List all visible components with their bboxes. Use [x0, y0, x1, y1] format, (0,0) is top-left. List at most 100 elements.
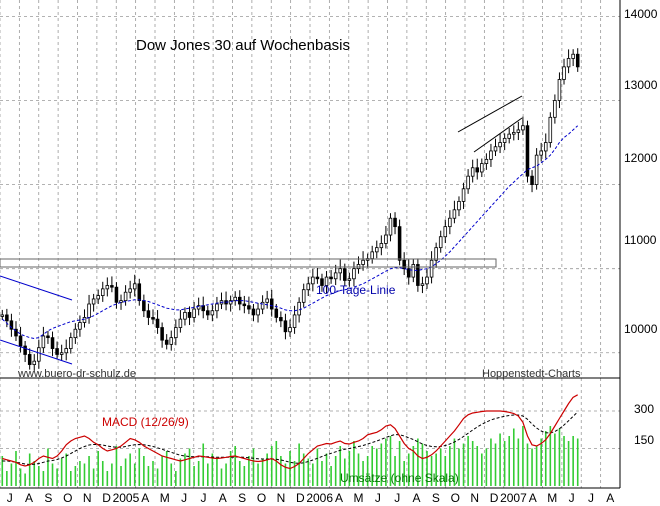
x-tick-label: A — [335, 491, 343, 505]
volume-bar — [124, 458, 127, 486]
candle-body — [448, 217, 452, 228]
price-candle — [73, 323, 78, 344]
candle-body — [352, 268, 356, 280]
candle-body — [110, 285, 114, 288]
price-candle — [215, 296, 219, 319]
volume-bar — [115, 446, 118, 486]
candle-body — [178, 318, 183, 328]
volume-bar — [563, 436, 565, 486]
x-tick-label: J — [569, 491, 575, 505]
candle-body — [324, 276, 329, 286]
price-candle — [251, 304, 256, 322]
price-candle — [489, 143, 493, 167]
candle-body — [288, 327, 292, 333]
candle-body — [338, 268, 343, 274]
volume-bar — [202, 443, 205, 486]
volume-bar — [257, 463, 259, 486]
x-tick-label: A — [413, 491, 421, 505]
candle-body — [260, 301, 265, 310]
candle-body — [333, 272, 338, 280]
candle-body — [315, 276, 320, 280]
volume-bar — [243, 466, 246, 486]
candle-body — [32, 360, 37, 365]
volume-bar — [293, 461, 296, 486]
price-candle — [402, 252, 406, 275]
x-tick-label: A — [219, 491, 227, 505]
volume-bar — [188, 448, 191, 486]
x-tick-label: J — [394, 491, 400, 505]
volume-bar — [170, 463, 173, 486]
x-tick-label: J — [375, 491, 381, 505]
candle-body — [425, 276, 429, 285]
candle-body — [292, 314, 297, 328]
price-candle — [260, 295, 265, 315]
volume-bar — [385, 438, 387, 486]
candle-body — [402, 259, 406, 270]
volume-bar — [544, 431, 547, 486]
volume-bar — [179, 458, 182, 486]
volume-bar — [42, 471, 45, 486]
volume-bar — [47, 448, 49, 486]
candle-body — [96, 295, 100, 300]
x-tick-label: J — [200, 491, 206, 505]
candle-body — [530, 175, 534, 185]
candle-body — [105, 285, 110, 290]
price-candle — [361, 251, 365, 271]
candle-body — [562, 66, 566, 80]
volume-bar — [97, 451, 99, 486]
candle-body — [393, 217, 397, 228]
volume-bar — [362, 461, 364, 486]
x-tick-label: S — [238, 491, 246, 505]
volume-bar — [229, 451, 232, 486]
price-candle — [269, 289, 274, 317]
price-candle — [87, 294, 91, 324]
source-left-label: www.buero-dr-schulz.de — [17, 368, 136, 380]
price-candle — [411, 259, 416, 283]
price-candle — [575, 48, 580, 72]
candle-body — [388, 217, 393, 236]
x-tick-label: J — [588, 491, 594, 505]
volume-bar — [485, 448, 488, 486]
price-candle — [375, 240, 379, 259]
candle-body — [512, 132, 516, 135]
volume-bar — [193, 466, 195, 486]
y-tick-label: 10000 — [624, 322, 658, 336]
volume-bar — [476, 446, 479, 486]
volume-bar — [143, 456, 145, 486]
price-candle — [219, 292, 224, 310]
candle-body — [347, 278, 352, 281]
candle-body — [484, 158, 489, 164]
price-candle — [183, 307, 187, 326]
price-candle — [283, 313, 288, 340]
price-candle — [420, 276, 425, 294]
price-candle — [50, 331, 55, 357]
price-candle — [306, 276, 311, 297]
x-tick-label: S — [432, 491, 440, 505]
candle-body — [416, 264, 420, 286]
volume-bar — [211, 453, 214, 486]
candle-body — [82, 317, 87, 323]
candle-body — [9, 320, 14, 330]
price-candle — [379, 235, 384, 256]
volume-bar — [56, 468, 58, 486]
candle-body — [489, 150, 493, 160]
candle-body — [100, 288, 105, 296]
volume-bar — [33, 461, 36, 486]
macd-label: MACD (12/26/9) — [102, 415, 189, 429]
candle-body — [146, 310, 151, 318]
price-candle — [228, 295, 233, 312]
volume-bar — [28, 453, 31, 486]
candle-body — [411, 264, 416, 278]
price-candle — [457, 196, 461, 217]
candle-body — [228, 300, 233, 305]
volume-bar — [357, 453, 360, 486]
volume-bar — [312, 463, 314, 486]
volume-bar — [133, 463, 136, 486]
y-tick-label: 11000 — [624, 233, 657, 247]
volume-bar — [216, 458, 218, 486]
volume-bar — [549, 426, 552, 486]
candle-body — [215, 303, 219, 312]
x-tick-label: D — [490, 491, 499, 505]
volume-bar — [220, 468, 223, 486]
